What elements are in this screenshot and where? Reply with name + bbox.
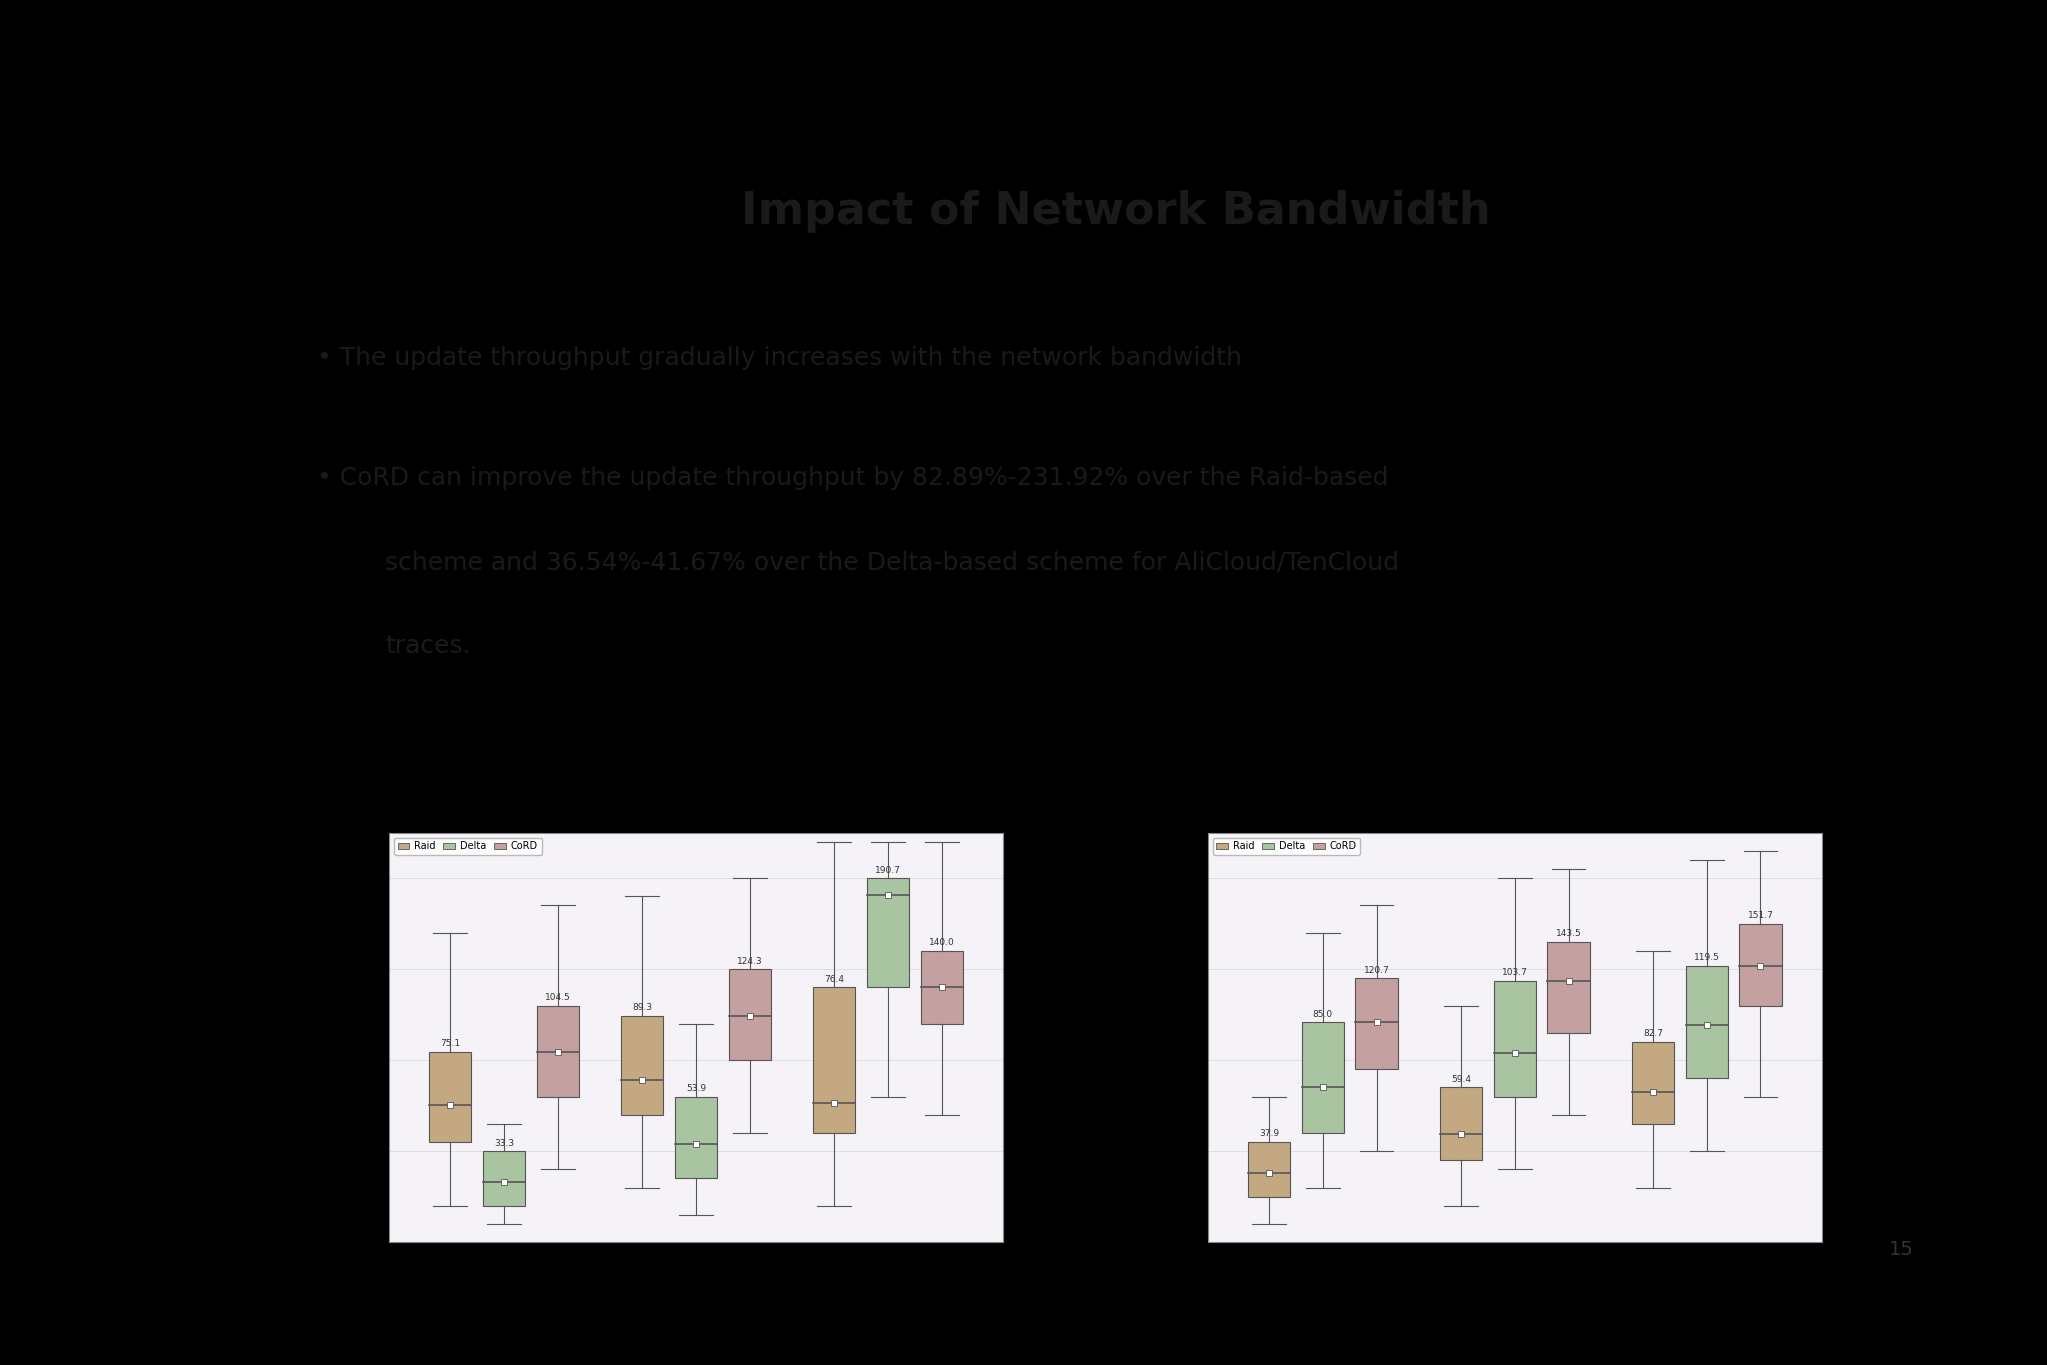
Text: 140.0: 140.0: [929, 938, 954, 947]
Bar: [1685, 966, 1728, 1078]
Text: 89.3: 89.3: [633, 1003, 653, 1013]
Text: 75.1: 75.1: [440, 1039, 461, 1048]
Text: scheme and 36.54%-41.67% over the Delta-based scheme for AliCloud/TenCloud: scheme and 36.54%-41.67% over the Delta-…: [385, 550, 1398, 575]
Bar: [430, 1052, 471, 1143]
Legend: Raid, Delta, CoRD: Raid, Delta, CoRD: [393, 838, 542, 856]
Y-axis label: Update throughput (MB/s): Update throughput (MB/s): [1159, 955, 1171, 1119]
Y-axis label: Update throughput (MB/s): Update throughput (MB/s): [340, 955, 352, 1119]
Text: 143.5: 143.5: [1556, 930, 1582, 938]
Bar: [729, 969, 772, 1061]
Bar: [483, 1151, 526, 1205]
Bar: [1249, 1143, 1290, 1197]
Bar: [813, 987, 856, 1133]
Text: 53.9: 53.9: [686, 1084, 706, 1093]
Bar: [921, 951, 962, 1024]
Text: 151.7: 151.7: [1748, 910, 1773, 920]
Bar: [1740, 924, 1781, 1006]
Bar: [676, 1096, 716, 1178]
Text: 120.7: 120.7: [1363, 965, 1390, 975]
Text: traces.: traces.: [385, 635, 471, 658]
Text: 103.7: 103.7: [1502, 968, 1527, 977]
Bar: [1302, 1022, 1345, 1133]
Bar: [1631, 1041, 1674, 1123]
Text: 76.4: 76.4: [825, 975, 843, 984]
Bar: [620, 1016, 663, 1115]
Text: 104.5: 104.5: [545, 992, 571, 1002]
Bar: [1355, 979, 1398, 1069]
Text: 119.5: 119.5: [1693, 953, 1719, 962]
Text: 15: 15: [1889, 1239, 1914, 1259]
Text: 33.3: 33.3: [493, 1138, 514, 1148]
Text: 85.0: 85.0: [1312, 1010, 1333, 1018]
Bar: [866, 878, 909, 987]
Text: • The update throughput gradually increases with the network bandwidth: • The update throughput gradually increa…: [317, 347, 1243, 370]
Text: 82.7: 82.7: [1644, 1029, 1662, 1039]
X-axis label: (b) TenCloud: (b) TenCloud: [1476, 1271, 1554, 1283]
Text: 37.9: 37.9: [1259, 1129, 1279, 1138]
Legend: Raid, Delta, CoRD: Raid, Delta, CoRD: [1212, 838, 1361, 856]
Text: • CoRD can improve the update throughput by 82.89%-231.92% over the Raid-based: • CoRD can improve the update throughput…: [317, 467, 1388, 490]
Text: 59.4: 59.4: [1451, 1074, 1472, 1084]
Bar: [1548, 942, 1591, 1033]
Text: 190.7: 190.7: [874, 865, 901, 875]
X-axis label: (a) AliCloud: (a) AliCloud: [659, 1271, 733, 1283]
Bar: [1439, 1088, 1482, 1160]
Text: 124.3: 124.3: [737, 957, 764, 965]
Bar: [536, 1006, 579, 1096]
Bar: [1494, 981, 1535, 1096]
Text: Impact of Network Bandwidth: Impact of Network Bandwidth: [741, 190, 1490, 233]
